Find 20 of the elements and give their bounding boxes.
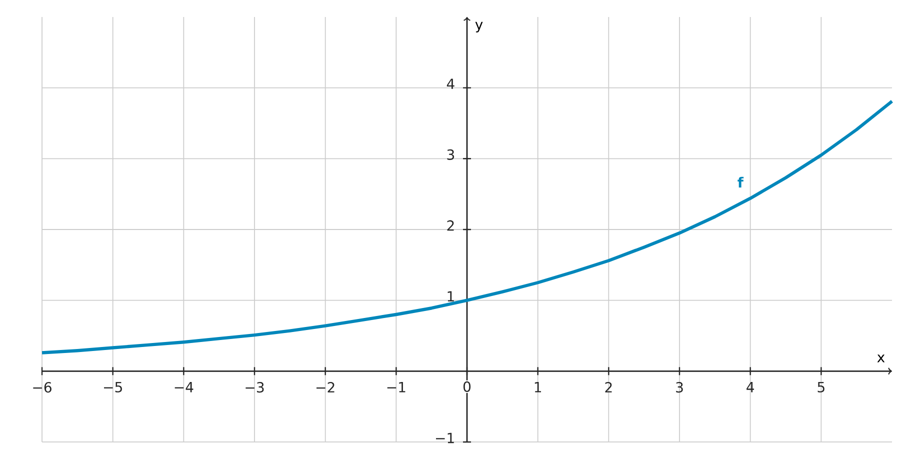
x-tick-label: 0 xyxy=(463,381,471,392)
x-tick-label: −5 xyxy=(104,382,122,392)
x-tick-label: −3 xyxy=(246,382,264,393)
y-axis-title: y xyxy=(475,22,483,32)
x-tick-label: −2 xyxy=(316,382,334,392)
y-tick-label: −1 xyxy=(436,432,454,444)
x-tick-label: 3 xyxy=(676,382,683,393)
x-axis-title: x xyxy=(877,354,885,362)
x-tick-label: −6 xyxy=(33,382,52,393)
x-tick-label: 1 xyxy=(534,382,541,392)
x-tick-label: −1 xyxy=(387,382,406,392)
series-label: f xyxy=(738,176,744,188)
y-tick-label: 1 xyxy=(448,291,454,302)
x-tick-label: −4 xyxy=(174,382,194,392)
x-tick-label: 5 xyxy=(818,382,824,392)
y-tick-label: 3 xyxy=(447,149,454,160)
x-tick-label: 4 xyxy=(746,382,754,392)
y-tick-label: 2 xyxy=(447,220,454,231)
x-tick-label: 2 xyxy=(605,382,612,392)
y-tick-label: 4 xyxy=(446,78,454,89)
